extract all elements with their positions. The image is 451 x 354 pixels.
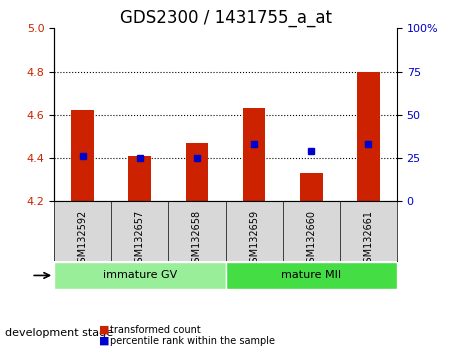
- FancyBboxPatch shape: [54, 262, 226, 289]
- Text: percentile rank within the sample: percentile rank within the sample: [110, 336, 276, 346]
- Text: immature GV: immature GV: [103, 270, 177, 280]
- Title: GDS2300 / 1431755_a_at: GDS2300 / 1431755_a_at: [120, 9, 331, 27]
- Text: GSM132659: GSM132659: [249, 210, 259, 269]
- Text: GSM132592: GSM132592: [78, 210, 87, 269]
- Text: ■: ■: [99, 325, 110, 335]
- Text: GSM132660: GSM132660: [306, 210, 316, 269]
- Bar: [71, 110, 94, 201]
- Text: GSM132658: GSM132658: [192, 210, 202, 269]
- Text: mature MII: mature MII: [281, 270, 341, 280]
- Bar: [129, 156, 151, 201]
- Text: transformed count: transformed count: [110, 325, 201, 335]
- FancyBboxPatch shape: [226, 262, 397, 289]
- Bar: [243, 108, 266, 201]
- Bar: [357, 72, 380, 201]
- Text: development stage: development stage: [5, 328, 113, 338]
- Text: ■: ■: [99, 336, 110, 346]
- Text: GSM132661: GSM132661: [364, 210, 373, 269]
- Bar: [185, 143, 208, 201]
- Text: GSM132657: GSM132657: [135, 210, 145, 269]
- Bar: [300, 173, 322, 201]
